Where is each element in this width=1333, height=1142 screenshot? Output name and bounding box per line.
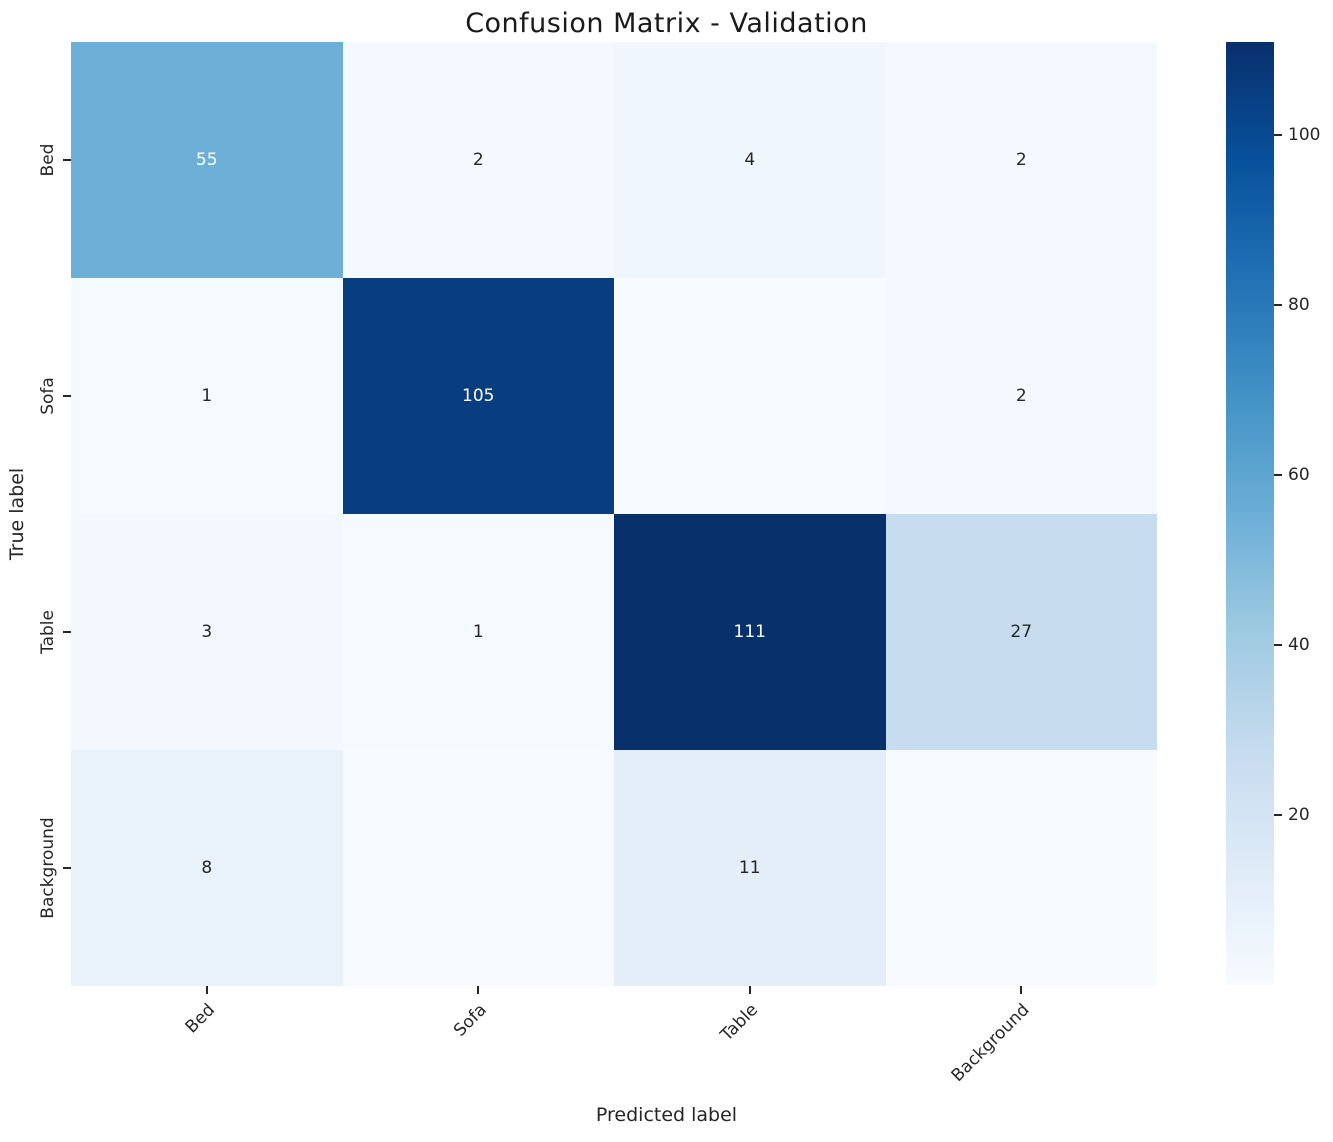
x-axis-label: Predicted label bbox=[595, 1104, 738, 1126]
x-tick-label: Sofa bbox=[449, 1000, 491, 1041]
colorbar-tick-label: 100 bbox=[1288, 125, 1321, 146]
heatmap-cell: 105 bbox=[342, 278, 614, 514]
cell-value: 27 bbox=[1010, 622, 1033, 642]
heatmap-cell: 1 bbox=[71, 278, 343, 514]
x-tick-mark bbox=[477, 986, 480, 994]
heatmap-cell: 11 bbox=[614, 750, 886, 986]
colorbar-tick-mark bbox=[1274, 644, 1282, 647]
colorbar-tick-mark bbox=[1274, 304, 1282, 307]
heatmap-cell: 8 bbox=[71, 750, 343, 986]
cell-value: 105 bbox=[462, 386, 495, 406]
colorbar bbox=[1226, 42, 1274, 985]
cell-value: 11 bbox=[738, 858, 761, 878]
y-tick-mark bbox=[63, 867, 71, 869]
colorbar-tick-label: 80 bbox=[1288, 295, 1310, 316]
cell-value: 3 bbox=[201, 622, 213, 642]
cell-value: 111 bbox=[733, 622, 766, 642]
colorbar-tick-mark bbox=[1274, 474, 1282, 477]
x-tick-label: Table bbox=[716, 1000, 762, 1046]
cell-value: 1 bbox=[201, 386, 213, 406]
heatmap-cell bbox=[342, 750, 614, 986]
x-tick-label: Background bbox=[947, 1000, 1034, 1086]
chart-title: Confusion Matrix - Validation bbox=[465, 8, 868, 39]
cell-value: 2 bbox=[1015, 386, 1027, 406]
colorbar-tick-label: 40 bbox=[1288, 635, 1310, 656]
heatmap-cell: 3 bbox=[71, 514, 343, 750]
heatmap-cell bbox=[614, 278, 886, 514]
y-tick-mark bbox=[63, 159, 71, 161]
colorbar-tick-label: 60 bbox=[1288, 465, 1310, 486]
x-tick-mark bbox=[205, 986, 208, 994]
x-tick-mark bbox=[1020, 986, 1023, 994]
y-tick-label: Sofa bbox=[38, 377, 58, 415]
cell-value: 2 bbox=[1015, 150, 1027, 170]
y-tick-mark bbox=[63, 631, 71, 633]
cell-value: 4 bbox=[744, 150, 756, 170]
cell-value: 8 bbox=[201, 858, 213, 878]
y-tick-mark bbox=[63, 395, 71, 397]
colorbar-tick-mark bbox=[1274, 814, 1282, 817]
cell-value: 2 bbox=[472, 150, 484, 170]
y-tick-label: Table bbox=[38, 610, 58, 654]
x-tick-mark bbox=[748, 986, 751, 994]
heatmap-cell: 4 bbox=[614, 42, 886, 278]
heatmap-cell: 111 bbox=[614, 514, 886, 750]
heatmap-cell: 2 bbox=[342, 42, 614, 278]
colorbar-tick-label: 20 bbox=[1288, 805, 1310, 826]
y-tick-label: Bed bbox=[38, 143, 58, 177]
cell-value: 55 bbox=[195, 150, 218, 170]
heatmap-cell: 2 bbox=[885, 278, 1157, 514]
heatmap-grid: 55 2 4 2 1 105 2 3 1 111 27 8 11 bbox=[71, 42, 1157, 986]
heatmap-cell bbox=[885, 750, 1157, 986]
y-tick-label: Background bbox=[38, 817, 58, 919]
y-axis-label: True label bbox=[6, 467, 28, 561]
heatmap-cell: 27 bbox=[885, 514, 1157, 750]
x-tick-label: Bed bbox=[181, 1000, 219, 1038]
cell-value: 1 bbox=[472, 622, 484, 642]
colorbar-tick-mark bbox=[1274, 134, 1282, 137]
heatmap-cell: 1 bbox=[342, 514, 614, 750]
heatmap-cell: 55 bbox=[71, 42, 343, 278]
heatmap-cell: 2 bbox=[885, 42, 1157, 278]
